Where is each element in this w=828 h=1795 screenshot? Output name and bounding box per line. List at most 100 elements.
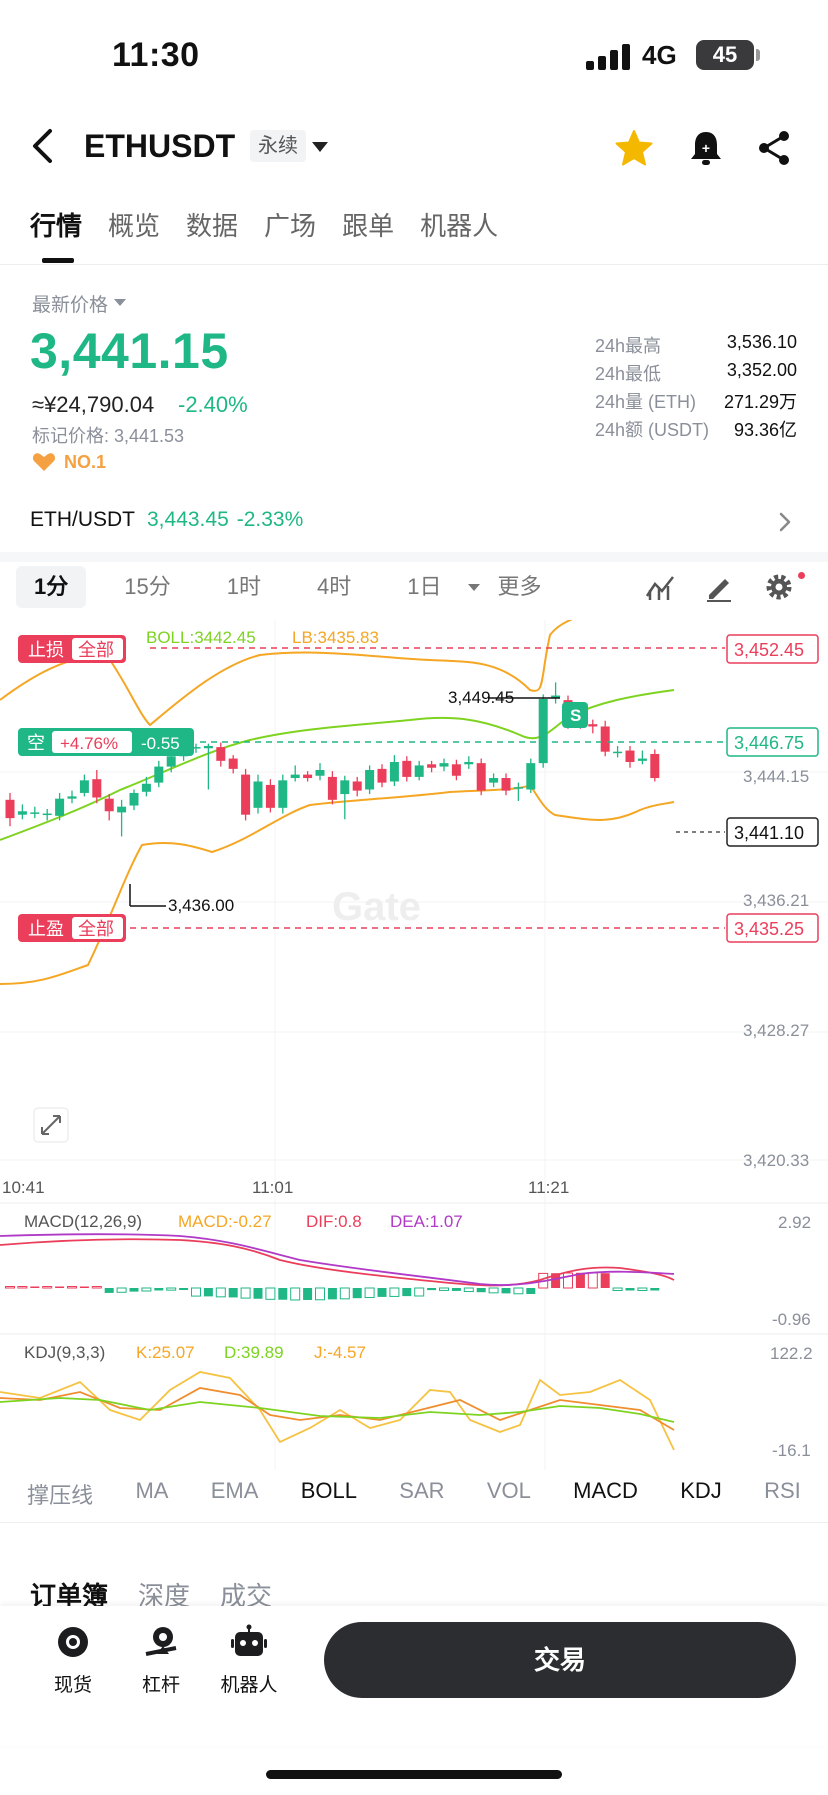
macd-bar: [67, 1286, 77, 1289]
draw-pencil-icon[interactable]: [704, 572, 734, 602]
macd-axis-bottom: -0.96: [772, 1310, 811, 1329]
svg-text:+: +: [702, 140, 710, 156]
bot-button[interactable]: 机器人: [204, 1624, 294, 1697]
interval-1h[interactable]: 1时: [226, 574, 261, 599]
candle: [340, 780, 350, 795]
indicator-boll[interactable]: BOLL: [300, 1478, 357, 1503]
indicator-kdj[interactable]: KDJ: [680, 1478, 722, 1503]
macd-bar: [587, 1272, 598, 1289]
stop-loss-all-box[interactable]: [72, 638, 123, 660]
candle: [67, 796, 77, 799]
candle: [17, 811, 27, 815]
rank-badge[interactable]: NO.1: [64, 452, 107, 472]
macd-bar: [91, 1286, 102, 1289]
candle: [265, 784, 275, 808]
stat-volume: 24h量 (ETH) 271.29万: [595, 388, 797, 416]
spot-pair-row[interactable]: ETH/USDT 3,443.45 -2.33%: [30, 508, 303, 532]
stat-label: 24h额 (USDT): [595, 420, 710, 440]
candle: [476, 763, 486, 791]
tab-market[interactable]: 行情: [30, 211, 83, 241]
tab-overview[interactable]: 概览: [108, 211, 161, 241]
y-tick: 3,420.33: [743, 1151, 809, 1170]
stat-value: 3,536.10: [726, 332, 797, 352]
candle: [5, 799, 15, 819]
share-icon[interactable]: [756, 128, 792, 168]
tab-bot[interactable]: 机器人: [420, 211, 499, 241]
pair-dropdown-icon[interactable]: [312, 142, 328, 152]
high-marker: 3,449.45: [448, 688, 514, 707]
macd-bar: [339, 1287, 350, 1300]
candle: [402, 760, 412, 777]
stat-value: 271.29万: [723, 392, 797, 412]
macd-bar: [377, 1288, 387, 1297]
stat-value: 93.36亿: [733, 420, 797, 440]
interval-1d[interactable]: 1日: [407, 574, 442, 599]
more-dropdown-icon[interactable]: [468, 584, 480, 591]
macd-bar: [414, 1287, 425, 1297]
candles-layer: [5, 682, 660, 837]
tab-copy-trade[interactable]: 跟单: [342, 211, 395, 241]
macd-bar: [625, 1288, 635, 1291]
indicator-vol[interactable]: VOL: [486, 1478, 531, 1503]
take-profit-all[interactable]: 全部: [78, 919, 114, 939]
favorite-star-icon[interactable]: [614, 128, 654, 168]
spot-button[interactable]: 现货: [28, 1624, 118, 1697]
candle: [30, 812, 40, 814]
expand-icon: [41, 1115, 61, 1135]
network-type: 4G: [642, 40, 677, 70]
macd-bar: [488, 1287, 499, 1294]
margin-label: 杠杆: [141, 1675, 180, 1696]
macd-bar: [154, 1288, 164, 1291]
candle: [439, 763, 449, 767]
macd-bar: [389, 1287, 400, 1297]
tab-data[interactable]: 数据: [186, 211, 239, 241]
current-price-box: [726, 817, 819, 847]
macd-bar: [612, 1287, 623, 1291]
sell-marker-badge[interactable]: [562, 702, 588, 728]
take-profit-all-box[interactable]: [72, 917, 123, 939]
take-profit-label: 止盈: [28, 919, 64, 939]
chevron-right-icon[interactable]: [778, 512, 792, 532]
kline-chart[interactable]: Gate 止损 全部 BOLL:3442.45 LB:3435.83 3,452…: [0, 620, 828, 1470]
short-label: 空: [27, 733, 45, 753]
indicator-chart-icon[interactable]: [644, 572, 676, 602]
macd-bar: [278, 1288, 288, 1300]
short-pct: +4.76%: [60, 734, 118, 753]
latest-price-dropdown-icon[interactable]: [114, 299, 126, 306]
indicator-macd[interactable]: MACD: [573, 1478, 638, 1503]
macd-bar: [352, 1288, 362, 1299]
candle: [55, 798, 65, 816]
dea-value: DEA:1.07: [390, 1212, 463, 1231]
price-alert-bell-icon[interactable]: +: [688, 128, 724, 168]
y-tick: 3,444.15: [743, 767, 809, 786]
cellular-signal-icon: [586, 44, 630, 70]
interval-1m[interactable]: 1分: [16, 566, 87, 608]
x-tick: 10:41: [2, 1178, 45, 1197]
interval-4h[interactable]: 4时: [316, 574, 352, 599]
macd-bar: [575, 1272, 585, 1288]
margin-button[interactable]: 杠杆: [116, 1624, 206, 1697]
spot-price: 3,443.45: [147, 508, 229, 531]
back-arrow-icon[interactable]: [28, 128, 58, 164]
d-value: D:39.89: [224, 1343, 284, 1362]
short-pct-box: [52, 731, 132, 753]
indicator-ma[interactable]: MA: [135, 1478, 169, 1503]
indicator-support-resistance[interactable]: 撑压线: [27, 1483, 94, 1508]
indicator-rsi[interactable]: RSI: [764, 1478, 801, 1503]
stop-loss-all[interactable]: 全部: [78, 640, 114, 660]
interval-15m[interactable]: 15分: [124, 574, 171, 599]
indicator-sar[interactable]: SAR: [399, 1478, 445, 1503]
macd-bar: [303, 1288, 313, 1300]
interval-more[interactable]: 更多: [497, 574, 542, 599]
indicator-ema[interactable]: EMA: [210, 1478, 259, 1503]
x-tick: 11:21: [528, 1178, 569, 1197]
chart-settings-gear-icon[interactable]: [764, 572, 794, 602]
battery-icon: 45: [696, 40, 754, 70]
trade-button[interactable]: 交易: [324, 1622, 796, 1698]
tab-square[interactable]: 广场: [264, 211, 317, 241]
lb-label: LB:3435.83: [292, 628, 379, 647]
latest-price-label[interactable]: 最新价格: [32, 295, 109, 316]
stop-loss-label: 止损: [28, 640, 64, 660]
pair-title[interactable]: ETHUSDT: [84, 128, 236, 164]
macd-bar: [501, 1288, 511, 1294]
